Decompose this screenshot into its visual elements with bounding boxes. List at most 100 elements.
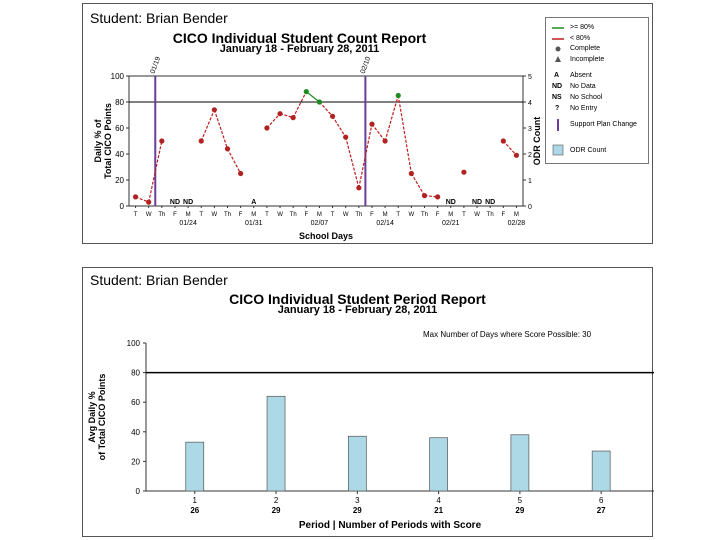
count-data-point [316,99,323,105]
count-day-label: W [212,212,218,218]
legend-odr-label: ODR Count [570,147,607,154]
count-data-point [421,193,428,199]
count-day-label: M [383,212,388,218]
count-date-label: 01/24 [179,220,197,227]
count-day-label: M [514,212,519,218]
count-date-label: 02/14 [376,220,394,227]
count-line-segment [371,123,386,142]
legend-noschool-label: No School [570,94,603,101]
count-day-label: M [448,212,453,218]
count-data-point [395,92,401,99]
period-bar [429,437,448,492]
count-data-point [224,146,231,152]
count-day-label: M [186,212,191,218]
count-y2-tick-label: 0 [528,204,532,211]
period-x-axis-title: Period | Number of Periods with Score [299,520,482,531]
count-day-label: W [277,212,283,218]
legend-nodata-label: No Data [570,83,596,90]
count-line-segment [213,109,229,149]
count-day-label: Th [487,212,494,218]
count-line-segment [266,113,281,129]
period-report-subtitle: January 18 - February 28, 2011 [277,304,438,316]
count-day-label: F [501,212,505,218]
count-day-label: M [317,212,322,218]
count-y-tick-label: 60 [115,124,124,133]
count-y-tick-label: 20 [115,176,124,185]
legend-noentry-code: ? [555,105,560,112]
count-data-point [513,152,520,158]
count-data-point [461,169,467,175]
count-line-segment [226,148,242,174]
phase-change-label: 02/10 [360,56,373,75]
count-line-segment [318,101,334,117]
count-data-point [500,138,506,144]
period-bar [347,435,367,492]
period-bar [591,450,611,492]
count-line-segment [305,91,320,103]
count-day-label: M [251,212,256,218]
count-line-segment [397,95,412,174]
count-y-axis-title-line2: Total CICO Points [103,103,113,179]
report-subtitle: January 18 - February 28, 2011 [219,43,380,55]
count-date-label: 02/28 [508,220,526,227]
count-data-point [329,113,336,119]
period-bar [266,395,286,492]
count-line-segment [332,115,347,138]
count-y2-tick-label: 4 [528,100,532,107]
count-status-code: ND [183,199,193,206]
count-day-label: W [409,212,415,218]
period-count-label: 27 [597,506,606,515]
legend-complete-label: Complete [570,45,600,52]
period-y-tick-label: 60 [131,398,140,407]
count-line-chart: 0 20 40 60 80 100 0 1 2 3 4 5 T W Th F M T W Th F M T W Th F M T W Th… [93,56,542,241]
count-day-label: Th [355,212,362,218]
count-day-label: F [436,212,440,218]
count-line-segment [200,109,215,142]
period-y-axis-title-line1: Avg Daily % [87,391,97,442]
period-y-axis-title-line2: of Total CICO Points [97,374,107,461]
count-line-segment [410,173,426,196]
count-day-label: W [343,212,349,218]
count-y-tick-label: 100 [111,72,125,81]
count-data-point [264,125,270,131]
count-status-code: A [251,199,256,206]
count-line-segment [384,95,399,142]
count-y2-tick-label: 5 [528,74,532,81]
phase-change-label: 01/19 [150,56,163,75]
count-date-label: 02/21 [442,220,460,227]
count-line-segment [148,140,163,203]
count-data-point [238,170,244,177]
period-y-tick-label: 20 [131,457,140,466]
legend-below-label: < 80% [570,35,591,42]
legend-complete-dot-icon [555,46,561,52]
count-day-label: T [265,212,269,218]
count-legend: >= 80% < 80% Complete Incomplete A Absen… [545,17,649,164]
period-count-label: 29 [515,506,524,515]
legend-absent-label: Absent [570,72,592,79]
period-category-label: 4 [436,496,441,505]
period-y-tick-label: 80 [131,369,140,378]
period-category-label: 2 [274,496,279,505]
count-date-label: 01/31 [245,220,263,227]
count-line-segment [292,91,307,118]
period-report-panel: Student: Brian Bender CICO Individual St… [82,267,654,537]
count-y2-axis-title: ODR Count [532,117,542,166]
count-status-code: ND [170,199,180,206]
count-status-code: ND [446,199,456,206]
count-data-point [435,194,441,200]
period-bar [510,434,530,492]
legend-incomplete-triangle-icon [555,56,561,62]
count-data-point [408,170,414,177]
legend-phase-label: Support Plan Change [570,121,637,128]
legend-noschool-code: NS [552,94,562,101]
count-y-axis-title: Daily % ofTotal CICO Points [93,103,113,179]
count-data-point [290,115,296,121]
count-y2-tick-label: 2 [528,152,532,159]
legend-noentry-label: No Entry [570,105,598,112]
count-day-label: Th [421,212,428,218]
period-y-tick-label: 40 [131,428,140,437]
report-title: CICO Individual Student Count Report [172,30,427,46]
count-plot-frame [128,75,524,207]
count-data-point [132,194,139,200]
count-day-label: T [199,212,203,218]
